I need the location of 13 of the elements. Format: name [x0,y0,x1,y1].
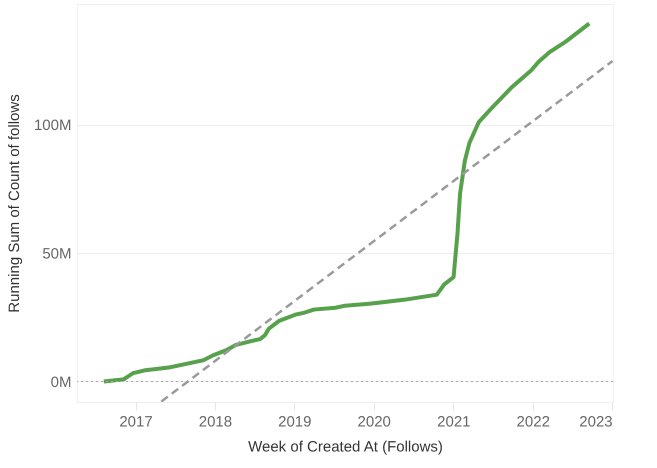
x-tick-label: 2017 [119,414,153,430]
x-tick-label: 2020 [358,414,391,430]
y-tick-label: 50M [42,246,72,263]
x-axis-title: Week of Created At (Follows) [248,438,443,456]
x-tick-label: 2021 [437,414,471,430]
y-tick-label: 100M [34,117,72,134]
x-tick-label: 2022 [516,414,550,430]
x-tick-label: 2018 [198,414,232,430]
x-tick-label: 2019 [278,414,312,430]
y-tick-label: 0M [50,374,72,391]
x-tick-label: 2023 [579,414,613,430]
line-series [102,22,592,384]
y-axis-title: Running Sum of Count of follows [6,94,23,313]
